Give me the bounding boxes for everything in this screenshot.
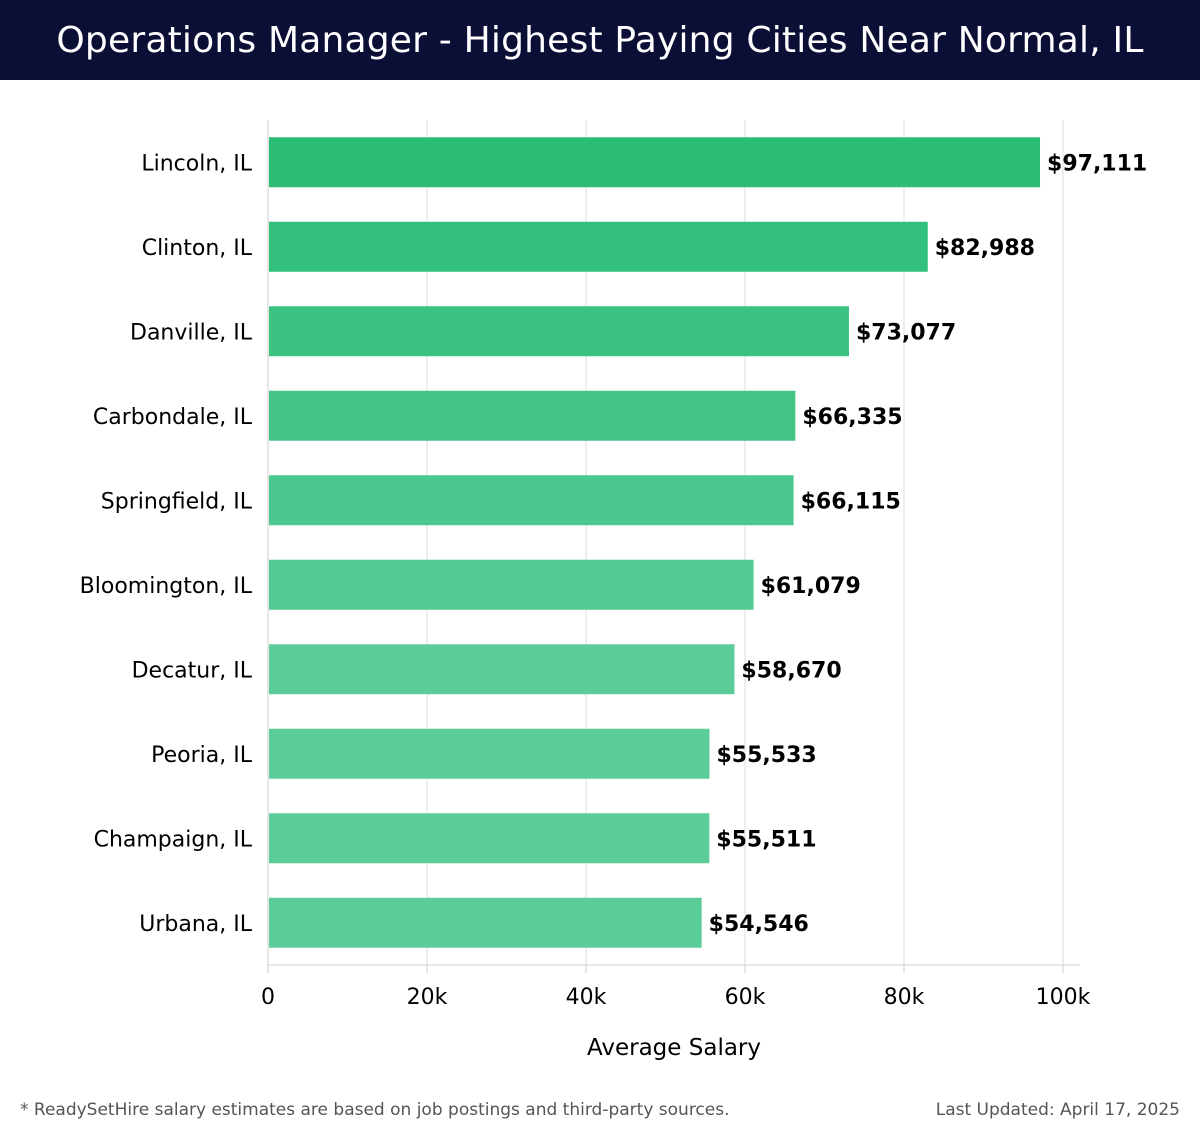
- category-label: Urbana, IL: [139, 912, 252, 937]
- data-label: $66,115: [801, 489, 901, 514]
- category-label: Peoria, IL: [151, 743, 253, 768]
- bar: [269, 897, 702, 948]
- x-tick-label: 40k: [566, 985, 607, 1010]
- data-label: $55,533: [716, 743, 816, 768]
- chart-title: Operations Manager - Highest Paying Citi…: [56, 19, 1144, 61]
- bar: [269, 475, 794, 526]
- last-updated: Last Updated: April 17, 2025: [935, 1100, 1180, 1120]
- bar: [269, 644, 735, 695]
- bar: [269, 306, 849, 357]
- x-axis-title: Average Salary: [587, 1035, 761, 1061]
- data-label: $55,511: [716, 827, 816, 852]
- x-tick-label: 100k: [1036, 985, 1091, 1010]
- category-label: Danville, IL: [130, 320, 253, 345]
- category-label: Carbondale, IL: [93, 405, 253, 430]
- bar: [269, 221, 928, 272]
- bar: [269, 559, 754, 610]
- data-label: $54,546: [709, 912, 809, 937]
- bar: [269, 137, 1041, 188]
- data-label: $73,077: [856, 320, 956, 345]
- category-label: Lincoln, IL: [141, 151, 252, 176]
- bar: [269, 390, 796, 441]
- data-label: $61,079: [761, 574, 861, 599]
- category-label: Springfield, IL: [101, 489, 253, 514]
- data-label: $97,111: [1047, 151, 1147, 176]
- category-label: Bloomington, IL: [80, 574, 253, 599]
- category-label: Clinton, IL: [142, 236, 253, 261]
- category-label: Champaign, IL: [94, 827, 253, 852]
- chart-header: Operations Manager - Highest Paying Citi…: [0, 0, 1200, 80]
- x-tick-label: 20k: [407, 985, 448, 1010]
- x-tick-label: 60k: [725, 985, 766, 1010]
- data-label: $82,988: [935, 236, 1035, 261]
- bar-chart: 0 20k 40k 60k 80k 100k Lincoln, IL $97,111 Clint…: [80, 120, 1147, 1061]
- data-label: $66,335: [802, 405, 902, 430]
- data-label: $58,670: [741, 658, 841, 683]
- bar: [269, 813, 710, 864]
- category-label: Decatur, IL: [132, 658, 253, 683]
- footnote: * ReadySetHire salary estimates are base…: [20, 1100, 730, 1120]
- x-tick-label: 0: [261, 985, 275, 1010]
- bar: [269, 728, 710, 779]
- x-tick-label: 80k: [884, 985, 925, 1010]
